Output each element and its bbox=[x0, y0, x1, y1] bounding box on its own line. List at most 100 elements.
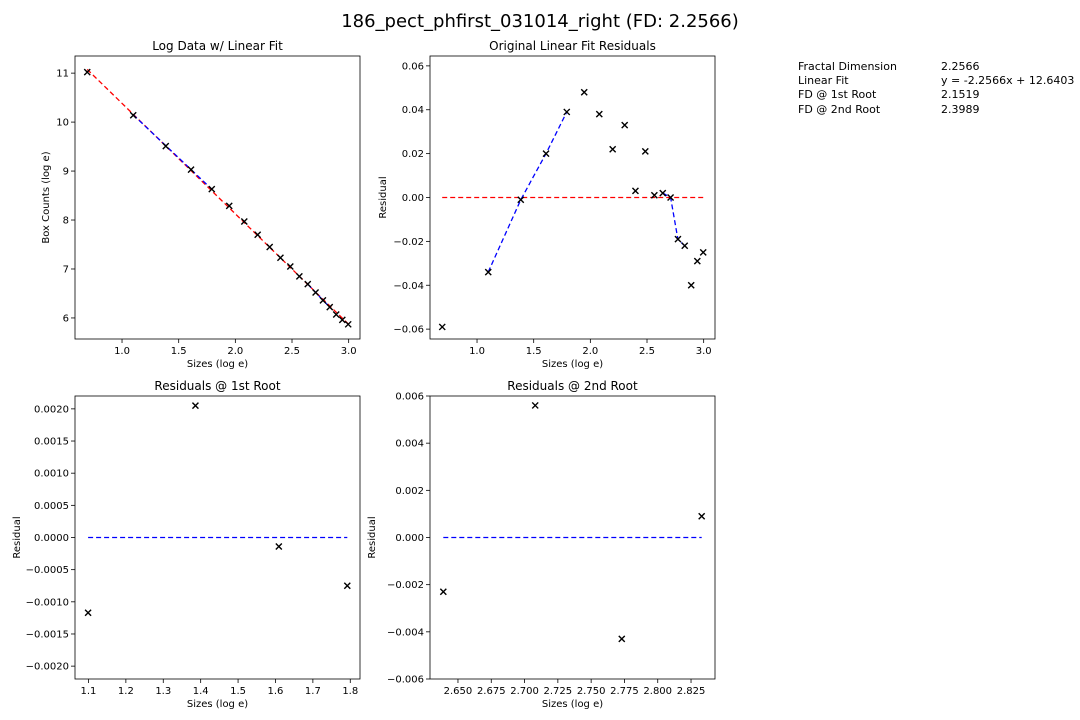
fit-line bbox=[487, 111, 568, 273]
stats-value: y = -2.2566x + 12.6403 bbox=[941, 74, 1075, 88]
x-tick-label: 1.8 bbox=[342, 686, 358, 697]
x-axis-label: Sizes (log e) bbox=[187, 359, 248, 370]
y-tick-label: 0.06 bbox=[402, 61, 424, 72]
y-tick-label: 0.0020 bbox=[34, 404, 69, 415]
x-tick-label: 2.825 bbox=[677, 686, 706, 697]
y-tick-label: −0.006 bbox=[387, 675, 424, 686]
x-tick-label: 1.6 bbox=[268, 686, 284, 697]
data-point bbox=[667, 194, 675, 201]
x-tick-label: 2.5 bbox=[639, 346, 655, 357]
data-point bbox=[618, 635, 626, 643]
data-point bbox=[681, 242, 689, 250]
data-point bbox=[517, 196, 525, 204]
data-point bbox=[484, 268, 492, 276]
y-tick-label: 0.00 bbox=[402, 193, 424, 204]
stats-value: 2.2566 bbox=[941, 60, 980, 73]
fit-line bbox=[307, 283, 331, 308]
data-point bbox=[698, 512, 706, 520]
y-tick-label: −0.0010 bbox=[26, 597, 69, 608]
x-tick-label: 1.5 bbox=[230, 686, 246, 697]
x-axis-label: Sizes (log e) bbox=[542, 359, 603, 370]
data-point bbox=[191, 402, 199, 410]
x-tick-label: 1.4 bbox=[193, 686, 209, 697]
x-tick-label: 2.675 bbox=[477, 686, 506, 697]
x-tick-label: 1.0 bbox=[469, 346, 485, 357]
data-point bbox=[338, 316, 346, 324]
y-tick-label: −0.0020 bbox=[26, 662, 69, 673]
y-axis-label: Residual bbox=[378, 176, 389, 218]
x-tick-label: 2.650 bbox=[444, 686, 473, 697]
data-point bbox=[609, 145, 617, 153]
data-point bbox=[531, 401, 539, 409]
chart-title: Original Linear Fit Residuals bbox=[489, 39, 656, 53]
fit-line bbox=[662, 192, 686, 247]
data-point bbox=[641, 147, 649, 155]
data-point bbox=[631, 187, 639, 195]
data-point bbox=[542, 150, 550, 158]
data-point bbox=[439, 588, 447, 596]
data-point bbox=[687, 281, 695, 289]
y-tick-label: 0.02 bbox=[402, 149, 424, 160]
data-point bbox=[595, 110, 603, 118]
y-tick-label: 0.002 bbox=[395, 486, 424, 497]
data-point bbox=[699, 248, 707, 256]
x-tick-label: 2.775 bbox=[610, 686, 639, 697]
x-axis-label: Sizes (log e) bbox=[187, 699, 248, 710]
y-axis-label: Residual bbox=[12, 516, 23, 558]
x-tick-label: 1.2 bbox=[118, 686, 134, 697]
data-point bbox=[312, 288, 320, 296]
x-tick-label: 1.7 bbox=[305, 686, 321, 697]
stats-label: FD @ 1st Root bbox=[798, 88, 877, 102]
data-point bbox=[326, 303, 334, 311]
x-tick-label: 2.800 bbox=[643, 686, 672, 697]
stats-value: 2.1519 bbox=[941, 88, 980, 102]
chart-title: Log Data w/ Linear Fit bbox=[152, 39, 283, 53]
stats-label: FD @ 2nd Root bbox=[798, 102, 881, 116]
y-axis-label: Box Counts (log e) bbox=[41, 151, 52, 243]
stats-label: Fractal Dimension bbox=[798, 60, 897, 73]
y-tick-label: −0.04 bbox=[393, 281, 424, 292]
x-tick-label: 2.0 bbox=[582, 346, 598, 357]
data-point bbox=[266, 243, 274, 251]
x-tick-label: 2.0 bbox=[227, 346, 243, 357]
y-tick-label: −0.0005 bbox=[26, 565, 69, 576]
x-tick-label: 3.0 bbox=[341, 346, 357, 357]
x-tick-label: 1.5 bbox=[171, 346, 187, 357]
figure-title: 186_pect_phfirst_031014_right (FD: 2.256… bbox=[341, 11, 739, 32]
x-axis-label: Sizes (log e) bbox=[542, 699, 603, 710]
y-tick-label: 0.0005 bbox=[34, 501, 69, 512]
x-tick-label: 2.5 bbox=[284, 346, 300, 357]
data-point bbox=[304, 280, 312, 288]
data-point bbox=[162, 142, 170, 150]
x-tick-label: 2.725 bbox=[544, 686, 573, 697]
data-point bbox=[650, 191, 658, 199]
y-tick-label: 0.04 bbox=[402, 105, 424, 116]
y-tick-label: −0.02 bbox=[393, 237, 424, 248]
data-point bbox=[659, 189, 667, 197]
data-point bbox=[580, 88, 588, 96]
y-tick-label: 10 bbox=[56, 118, 69, 129]
data-point bbox=[343, 582, 351, 590]
y-tick-label: 0.0010 bbox=[34, 469, 69, 480]
data-point bbox=[674, 235, 682, 243]
y-tick-label: −0.06 bbox=[393, 325, 424, 336]
x-tick-label: 1.0 bbox=[114, 346, 130, 357]
x-tick-label: 1.3 bbox=[155, 686, 171, 697]
data-point bbox=[275, 543, 283, 550]
y-tick-label: 8 bbox=[63, 216, 69, 227]
data-point bbox=[563, 108, 571, 116]
axes-frame bbox=[74, 55, 361, 340]
y-tick-label: 0.0000 bbox=[34, 533, 69, 544]
y-tick-label: 0.0015 bbox=[34, 437, 69, 448]
data-point bbox=[225, 202, 233, 210]
data-point bbox=[295, 272, 303, 280]
chart-title: Residuals @ 1st Root bbox=[154, 379, 280, 393]
y-tick-label: 6 bbox=[63, 313, 69, 324]
data-point bbox=[240, 217, 248, 225]
x-tick-label: 2.750 bbox=[577, 686, 606, 697]
data-point bbox=[621, 121, 629, 129]
y-tick-label: 0.004 bbox=[395, 439, 424, 450]
x-tick-label: 1.5 bbox=[526, 346, 542, 357]
chart-title: Residuals @ 2nd Root bbox=[507, 379, 638, 393]
